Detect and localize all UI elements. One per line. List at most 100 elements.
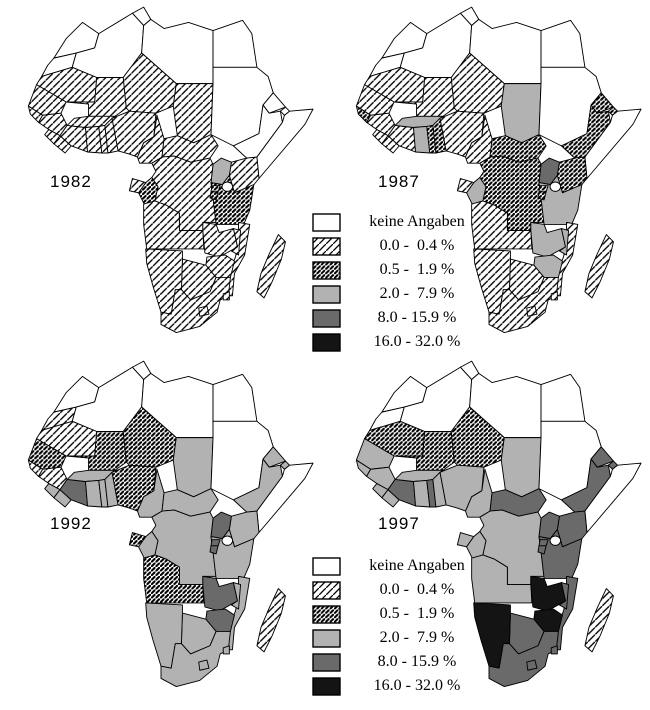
legend-lower: keine Angaben 0.0 - 0.4 % 0.5 - 1.9 % 2.0 -…: [312, 554, 484, 698]
country-kenya: [228, 510, 260, 548]
country-egypt: [212, 373, 258, 422]
country-south-africa: [488, 631, 559, 688]
legend-item-pct-2-79: 2.0 - 7.9 %: [312, 282, 484, 306]
legend-label-pct-8-159: 8.0 - 15.9 %: [377, 309, 457, 326]
legend-label-no-data: keine Angaben: [369, 557, 465, 574]
africa-map-1982: 1982: [0, 2, 322, 354]
country-malawi: [558, 228, 570, 256]
legend-swatch-pct-16-32: [312, 332, 341, 352]
country-lesotho: [526, 659, 538, 671]
year-label-1982: 1982: [50, 172, 92, 191]
country-niger: [122, 52, 177, 114]
legend-swatch-pct-0-04: [312, 236, 341, 256]
country-malawi: [558, 582, 570, 610]
country-rwanda: [210, 185, 221, 193]
country-lesotho: [526, 305, 538, 317]
country-gabon: [456, 178, 475, 194]
africa-map-1997: 1997: [328, 356, 650, 708]
africa-map-svg-1982: [27, 6, 314, 334]
country-niger: [450, 52, 505, 114]
legend-swatch-pct-0-04: [312, 580, 341, 600]
legend-swatch-pct-8-159: [312, 308, 341, 328]
legend-swatch-no-data: [312, 212, 341, 232]
lake-victoria: [549, 181, 562, 192]
country-egypt: [540, 19, 586, 68]
lake-victoria: [221, 535, 234, 546]
country-swaziland: [222, 645, 230, 655]
legend-upper: keine Angaben 0.0 - 0.4 % 0.5 - 1.9 % 2.0 -…: [312, 210, 484, 354]
africa-map-1992: 1992: [0, 356, 322, 708]
africa-map-svg-1987: [355, 6, 642, 334]
africa-map-svg-1997: [355, 360, 642, 688]
country-angola: [471, 554, 533, 604]
country-angola: [471, 200, 533, 250]
legend-swatch-pct-05-19: [312, 604, 341, 624]
country-egypt: [212, 19, 258, 68]
country-gabon: [128, 532, 147, 548]
legend-item-no-data: keine Angaben: [312, 554, 484, 578]
country-madagascar: [584, 588, 614, 653]
legend-item-pct-05-19: 0.5 - 1.9 %: [312, 258, 484, 282]
country-kenya: [556, 156, 588, 194]
country-south-africa: [160, 277, 231, 334]
year-label-1992: 1992: [50, 514, 92, 533]
lake-victoria: [221, 181, 234, 192]
country-madagascar: [256, 234, 286, 299]
legend-swatch-pct-2-79: [312, 628, 341, 648]
legend-label-pct-16-32: 16.0 - 32.0 %: [373, 333, 461, 350]
legend-item-pct-0-04: 0.0 - 0.4 %: [312, 234, 484, 258]
country-malawi: [230, 582, 242, 610]
country-djibouti: [607, 460, 619, 470]
country-niger: [450, 406, 505, 468]
country-madagascar: [584, 234, 614, 299]
country-swaziland: [550, 291, 558, 301]
legend-swatch-pct-05-19: [312, 260, 341, 280]
legend-label-pct-05-19: 0.5 - 1.9 %: [379, 261, 455, 278]
year-label-1987: 1987: [378, 172, 420, 191]
legend-swatch-pct-2-79: [312, 284, 341, 304]
country-niger: [122, 406, 177, 468]
country-chad: [500, 437, 542, 498]
country-chad: [172, 83, 214, 144]
country-angola: [143, 200, 205, 250]
legend-swatch-pct-16-32: [312, 676, 341, 696]
country-kenya: [228, 156, 260, 194]
country-burundi: [537, 545, 547, 555]
country-burundi: [209, 545, 219, 555]
country-lesotho: [198, 305, 210, 317]
country-swaziland: [550, 645, 558, 655]
africa-map-svg-1992: [27, 360, 314, 688]
legend-label-pct-05-19: 0.5 - 1.9 %: [379, 605, 455, 622]
country-rwanda: [210, 539, 221, 547]
legend-label-pct-2-79: 2.0 - 7.9 %: [379, 285, 455, 302]
legend-item-pct-2-79: 2.0 - 7.9 %: [312, 626, 484, 650]
legend-label-pct-8-159: 8.0 - 15.9 %: [377, 653, 457, 670]
country-gabon: [456, 532, 475, 548]
country-lesotho: [198, 659, 210, 671]
country-chad: [500, 83, 542, 144]
legend-item-no-data: keine Angaben: [312, 210, 484, 234]
year-label-1997: 1997: [378, 514, 420, 533]
legend-item-pct-05-19: 0.5 - 1.9 %: [312, 602, 484, 626]
country-burundi: [537, 191, 547, 201]
legend-swatch-pct-8-159: [312, 652, 341, 672]
country-djibouti: [279, 106, 291, 116]
country-chad: [172, 437, 214, 498]
country-burundi: [209, 191, 219, 201]
country-egypt: [540, 373, 586, 422]
legend-label-pct-0-04: 0.0 - 0.4 %: [379, 581, 455, 598]
legend-label-no-data: keine Angaben: [369, 213, 465, 230]
country-djibouti: [279, 460, 291, 470]
country-south-africa: [488, 277, 559, 334]
country-swaziland: [222, 291, 230, 301]
lake-victoria: [549, 535, 562, 546]
legend-item-pct-16-32: 16.0 - 32.0 %: [312, 674, 484, 698]
country-kenya: [556, 510, 588, 548]
legend-label-pct-16-32: 16.0 - 32.0 %: [373, 677, 461, 694]
country-angola: [143, 554, 205, 604]
country-djibouti: [607, 106, 619, 116]
country-rwanda: [538, 539, 549, 547]
legend-item-pct-8-159: 8.0 - 15.9 %: [312, 650, 484, 674]
country-south-africa: [160, 631, 231, 688]
